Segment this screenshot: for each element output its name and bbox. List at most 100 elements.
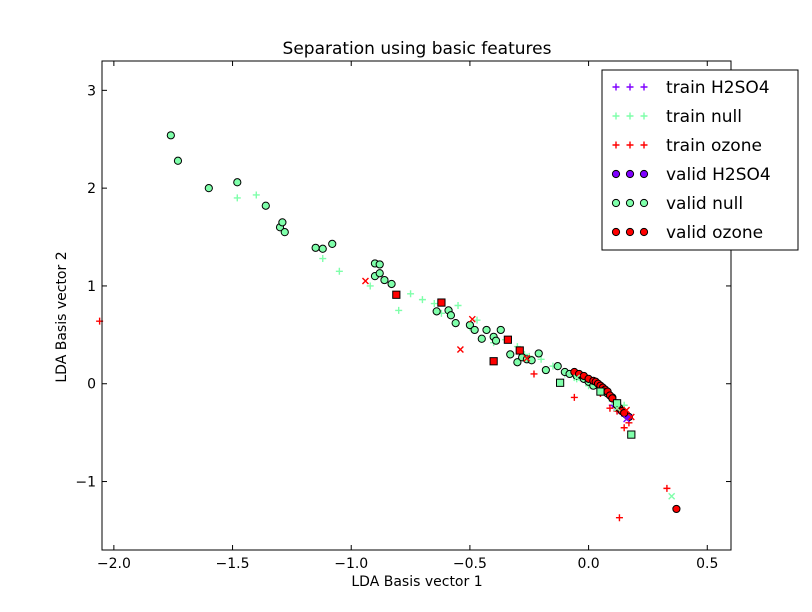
x-tick-label: −2.0 (97, 556, 131, 572)
legend-entry: valid ozone (611, 223, 763, 243)
square-point (392, 290, 401, 299)
point-valid-null (446, 311, 456, 320)
legend-label: train H2SO4 (666, 78, 770, 98)
point-train-null (395, 306, 403, 314)
x-tick-label: −1.0 (334, 556, 368, 572)
square-point (556, 378, 565, 387)
legend-marker (612, 112, 620, 120)
point-train-ozone (570, 393, 578, 401)
x-point (668, 492, 676, 500)
y-tick-label: 0 (87, 377, 96, 393)
point-valid-null (432, 307, 441, 316)
x-point (623, 415, 631, 423)
x-point (627, 413, 635, 421)
point-train-ozone (663, 484, 671, 492)
point-train-null (319, 255, 327, 263)
point-train-ozone (530, 370, 538, 378)
point-valid-null (233, 178, 242, 187)
extra-ozone-squares (392, 290, 524, 366)
square-point (503, 335, 512, 344)
point-valid-null (506, 350, 515, 359)
point-train-null (430, 300, 438, 308)
legend-marker (612, 141, 620, 149)
legend-marker (611, 169, 621, 179)
plot-marks (96, 131, 681, 522)
legend-marker (639, 198, 649, 208)
legend-marker (626, 83, 634, 91)
point-train-null (366, 282, 374, 290)
point-valid-null (491, 336, 501, 345)
point-valid-ozone (672, 504, 681, 514)
point-valid-null (278, 218, 287, 227)
extra-null-x (573, 374, 676, 500)
point-train-null (407, 290, 415, 298)
point-train-null (418, 296, 426, 304)
point-valid-null (477, 334, 486, 343)
chart-title: Separation using basic features (283, 39, 552, 59)
point-valid-null (496, 325, 505, 335)
point-valid-null (318, 244, 327, 253)
x-point (613, 404, 621, 412)
legend-label: train null (666, 107, 742, 127)
point-train-ozone (606, 404, 614, 412)
extra-null-squares (556, 378, 636, 439)
y-tick-label: 3 (87, 83, 96, 99)
square-point (515, 346, 524, 355)
point-valid-null (541, 365, 550, 375)
y-tick-label: 2 (87, 181, 96, 197)
point-train-null (252, 191, 260, 199)
point-valid-null (261, 201, 270, 210)
legend-marker (626, 112, 634, 120)
extra-h2so4-x (623, 415, 631, 423)
point-train-null (454, 302, 462, 309)
legend-box (601, 69, 799, 251)
y-tick-label: 1 (87, 279, 96, 295)
legend-marker (639, 169, 649, 179)
axis-ticks: −2.0 −1.5 −1.0 −0.5 0.0 0.5 −1 0 1 2 3 (75, 61, 731, 572)
point-train-null (233, 194, 241, 202)
legend-entry: train H2SO4 (612, 78, 770, 98)
point-train-ozone (620, 424, 628, 432)
x-point (523, 354, 531, 362)
point-valid-null (173, 156, 183, 165)
point-valid-null (513, 358, 522, 367)
legend-marker (640, 141, 648, 149)
x-tick-label: −0.5 (453, 556, 487, 572)
point-valid-null (451, 319, 460, 328)
point-valid-null (375, 269, 384, 278)
point-valid-null (553, 362, 562, 371)
legend-label: valid ozone (666, 223, 763, 243)
legend-marker (626, 141, 634, 149)
point-valid-null (280, 228, 289, 237)
point-train-null (537, 355, 545, 363)
x-point (456, 346, 464, 354)
legend-marker (625, 198, 635, 208)
x-point (573, 374, 581, 382)
legend-marker (611, 227, 621, 237)
legend-marker (611, 198, 621, 208)
square-point (612, 399, 622, 408)
x-tick-label: 0.0 (577, 556, 599, 572)
square-point (596, 387, 605, 396)
legend-entry: train ozone (612, 136, 762, 156)
point-valid-null (311, 243, 320, 252)
point-valid-null (470, 325, 479, 335)
point-valid-null (166, 131, 175, 140)
y-tick-label: −1 (75, 475, 96, 491)
point-valid-null (328, 239, 337, 248)
legend-entry: valid null (611, 194, 743, 214)
extra-ozone-x (361, 277, 635, 421)
legend-marker (639, 227, 649, 237)
point-valid-null (482, 325, 491, 335)
square-point (627, 430, 636, 439)
legend-label: valid null (666, 194, 743, 214)
point-valid-null (380, 275, 389, 285)
x-point (468, 315, 476, 323)
x-tick-label: 0.5 (696, 556, 718, 572)
legend: train H2SO4 train null train ozone valid H2… (601, 69, 799, 251)
x-point (361, 277, 369, 285)
legend-entry: train null (612, 107, 742, 127)
plot-frame (101, 60, 732, 551)
point-train-ozone (615, 514, 623, 522)
